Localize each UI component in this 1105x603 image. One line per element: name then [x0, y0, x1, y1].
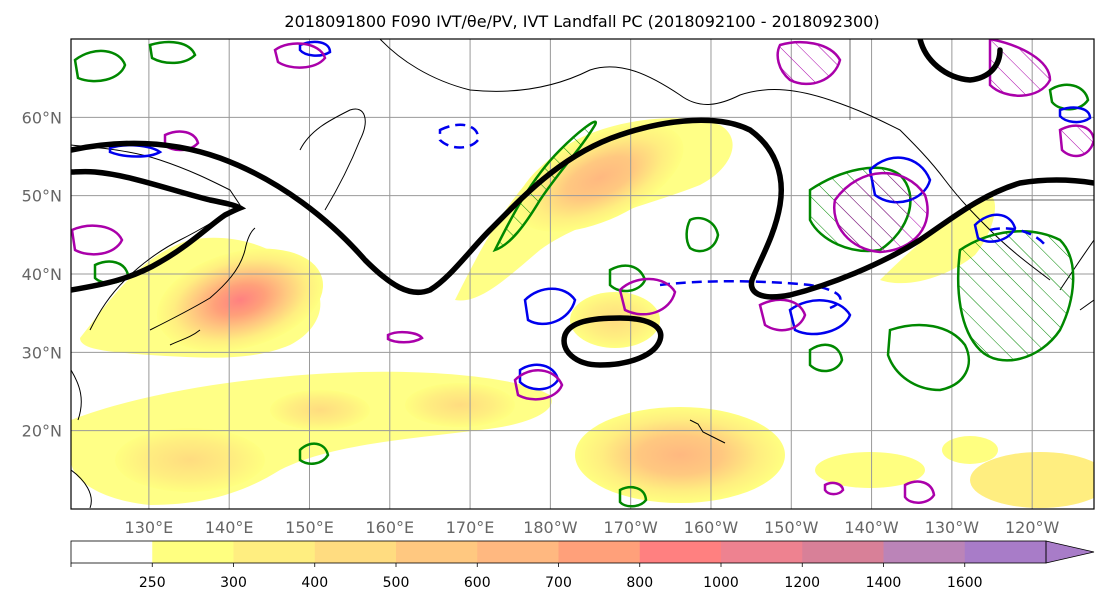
pv-contour	[823, 481, 845, 496]
lon-tick-label: 140°W	[844, 518, 899, 537]
map-area	[71, 39, 1094, 509]
colorbar-cell	[396, 541, 478, 563]
colorbar-cell	[71, 541, 153, 563]
colorbar-tick-label: 1400	[866, 575, 902, 591]
pv-contour	[776, 40, 842, 86]
green-contour	[298, 442, 330, 465]
theta-e-contour-loop	[561, 315, 664, 368]
colorbar-tick-label: 1000	[703, 575, 739, 591]
lon-tick-label: 180°W	[523, 518, 578, 537]
pv-contour	[832, 171, 929, 254]
colorbar-cell	[721, 541, 803, 563]
theta-e-contours	[71, 39, 1094, 368]
colorbar-tick-label: 500	[383, 575, 410, 591]
blue-contour	[298, 40, 332, 57]
pv-contour	[758, 298, 807, 332]
colorbar-cells	[71, 541, 1047, 563]
ivt-core-mid-sub2	[270, 390, 370, 430]
colorbar-tick-label: 1200	[784, 575, 820, 591]
lat-tick-label: 60°N	[22, 108, 62, 127]
lat-tick-label: 20°N	[22, 422, 62, 441]
theta-e-contour-north	[917, 39, 1003, 83]
pv-contour	[513, 369, 564, 401]
colorbar-tick-labels: 250 300 400 500 600 700 800 1000 1200 1400 1600	[70, 563, 983, 591]
green-contour	[1048, 83, 1090, 111]
colorbar-tick-label: 400	[301, 575, 328, 591]
green-contour	[148, 40, 197, 65]
colorbar-cell	[639, 541, 722, 563]
lon-tick-label: 150°E	[285, 518, 334, 537]
colorbar-tick-label: 600	[464, 575, 491, 591]
ivt-core-mid-sub	[405, 383, 515, 427]
ivt-core-west-sub	[115, 428, 265, 492]
colorbar-cell	[152, 541, 234, 563]
lon-tick-label: 120°W	[1005, 518, 1060, 537]
pv-contour	[273, 42, 327, 69]
green-contour	[618, 486, 648, 508]
lon-tick-label: 150°W	[764, 518, 819, 537]
lon-tick-label: 140°E	[205, 518, 254, 537]
lon-tick-labels: 130°E 140°E 150°E 160°E 170°E 180°W 170°W 160°W…	[125, 518, 1060, 537]
colorbar-cell	[883, 541, 966, 563]
ivt-pc-negative-contours	[108, 40, 1092, 391]
colorbar-tick-label: 250	[139, 575, 166, 591]
green-contour	[956, 230, 1075, 362]
lon-tick-label: 160°E	[365, 518, 414, 537]
colorbar: 250 300 400 500 600 700 800 1000 1200 1400 1600	[70, 540, 1095, 591]
ivt-core-east-sub	[970, 452, 1094, 508]
colorbar-tick-label: 1600	[947, 575, 983, 591]
lat-tick-label: 50°N	[22, 187, 62, 206]
colorbar-cell	[233, 541, 316, 563]
blue-contour	[788, 299, 852, 336]
colorbar-tick-label: 800	[626, 575, 653, 591]
pv-contours	[71, 39, 1094, 504]
lon-tick-label: 160°W	[684, 518, 739, 537]
pv-contour	[988, 39, 1052, 97]
ivt-core-east-sub2	[942, 436, 998, 464]
lat-tick-label: 30°N	[22, 343, 62, 362]
theta-e-contour-main	[71, 117, 1094, 300]
pv-contour	[903, 480, 936, 504]
coast-kamchatka	[299, 108, 366, 211]
pv-contour	[386, 330, 424, 344]
lon-tick-label: 130°E	[125, 518, 174, 537]
lat-tick-labels: 60°N 50°N 40°N 30°N 20°N	[22, 108, 62, 440]
colorbar-cell	[558, 541, 641, 563]
pv-contour	[1058, 124, 1094, 158]
colorbar-cell	[802, 541, 884, 563]
green-contour	[808, 343, 844, 373]
green-contour	[685, 216, 720, 253]
lat-tick-label: 40°N	[22, 265, 62, 284]
coast-alaska	[379, 39, 1051, 281]
blue-contour	[523, 287, 577, 326]
colorbar-tick-label: 300	[220, 575, 247, 591]
map-frame	[70, 38, 1095, 510]
blue-contour-dashed	[989, 227, 1046, 246]
lon-tick-label: 130°W	[925, 518, 980, 537]
blue-contour-dashed	[438, 123, 480, 149]
ivt-core-mid-low	[815, 452, 925, 488]
colorbar-extend-arrow	[1045, 540, 1095, 564]
coast-japan	[149, 227, 256, 346]
colorbar-cell	[964, 541, 1047, 563]
theta-e-contour-west	[71, 168, 247, 293]
green-contour	[886, 323, 971, 392]
ivt-core-hawaii	[575, 407, 785, 503]
chart-title: 2018091800 F090 IVT/θe/PV, IVT Landfall …	[284, 12, 879, 31]
blue-contour	[1058, 106, 1092, 124]
green-contour	[73, 49, 127, 83]
pv-contour	[618, 277, 677, 316]
coast-hawaii	[689, 419, 726, 444]
blue-contour	[973, 213, 1017, 243]
lon-tick-label: 170°E	[446, 518, 495, 537]
colorbar-tick-label: 700	[545, 575, 572, 591]
ivt-core-aleutian	[516, 124, 684, 232]
lon-tick-label: 170°W	[603, 518, 658, 537]
pv-contour	[71, 224, 124, 256]
colorbar-cell	[477, 541, 559, 563]
blue-contour-dashed	[659, 280, 842, 310]
colorbar-cell	[314, 541, 397, 563]
border-canada	[849, 39, 1094, 201]
